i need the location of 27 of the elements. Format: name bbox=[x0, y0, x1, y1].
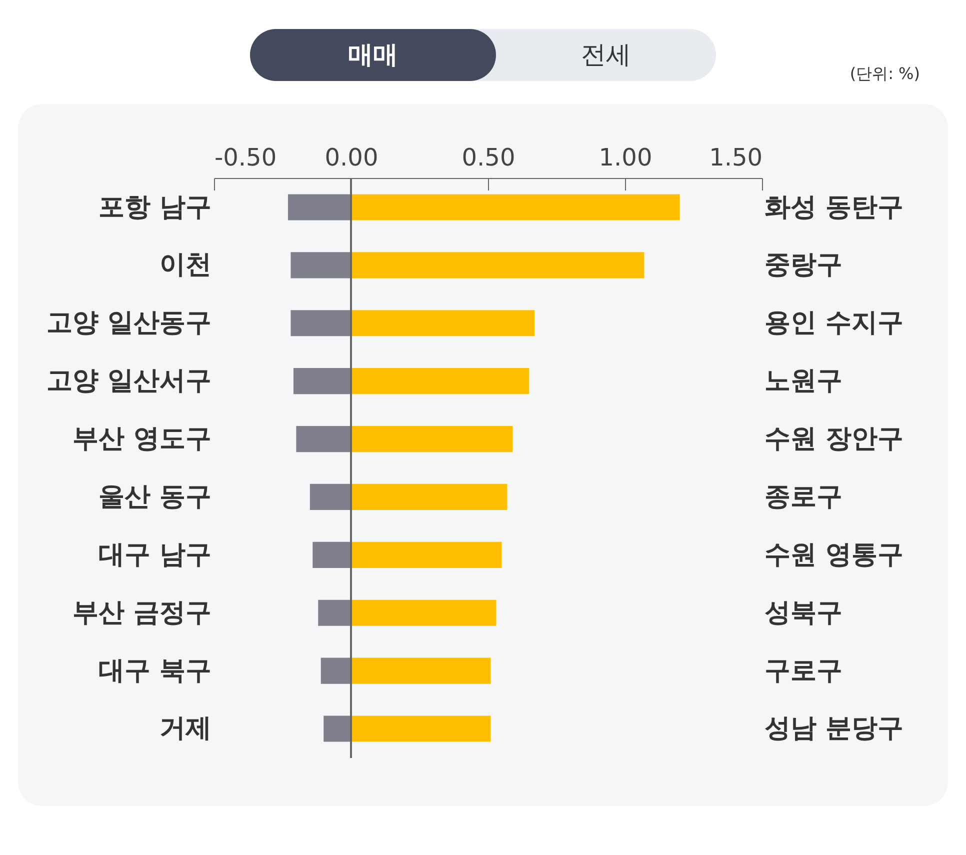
y-tick-label: 성북구 bbox=[764, 598, 842, 628]
x-tick-label: 1.50 bbox=[709, 144, 762, 172]
y-tick-label: 대구 북구 bbox=[98, 656, 212, 686]
y-tick-label: 수원 장안구 bbox=[764, 424, 904, 454]
y-tick-label: 이천 bbox=[160, 250, 212, 280]
y-tick-label: 중랑구 bbox=[764, 250, 842, 280]
y-tick-label: 부산 영도구 bbox=[72, 424, 212, 454]
y-tick-label: 포항 남구 bbox=[98, 192, 212, 222]
y-tick-label: 부산 금정구 bbox=[72, 598, 212, 628]
y-tick-label: 종로구 bbox=[764, 482, 842, 512]
x-tick-label: -0.50 bbox=[214, 144, 277, 172]
y-tick-label: 구로구 bbox=[764, 656, 842, 686]
y-tick-label: 고양 일산동구 bbox=[46, 308, 212, 338]
y-tick-label: 화성 동탄구 bbox=[764, 192, 904, 222]
text: (단위: %) bbox=[850, 64, 920, 85]
y-tick-label: 노원구 bbox=[764, 366, 842, 396]
y-tick-label: 성남 분당구 bbox=[764, 714, 904, 744]
x-tick-label: 0.00 bbox=[324, 144, 378, 172]
y-tick-label: 대구 남구 bbox=[98, 540, 212, 570]
segmented-toggle: 매매 전세 bbox=[250, 29, 716, 81]
y-tick-label: 고양 일산서구 bbox=[46, 366, 212, 396]
y-tick-label: 용인 수지구 bbox=[764, 308, 904, 338]
y-tick-label: 수원 영통구 bbox=[764, 540, 904, 570]
y-tick-label: 울산 동구 bbox=[98, 482, 212, 512]
y-tick-label: 거제 bbox=[160, 714, 212, 744]
x-tick-label: 0.50 bbox=[462, 144, 516, 172]
x-tick-label: 1.00 bbox=[598, 144, 652, 172]
